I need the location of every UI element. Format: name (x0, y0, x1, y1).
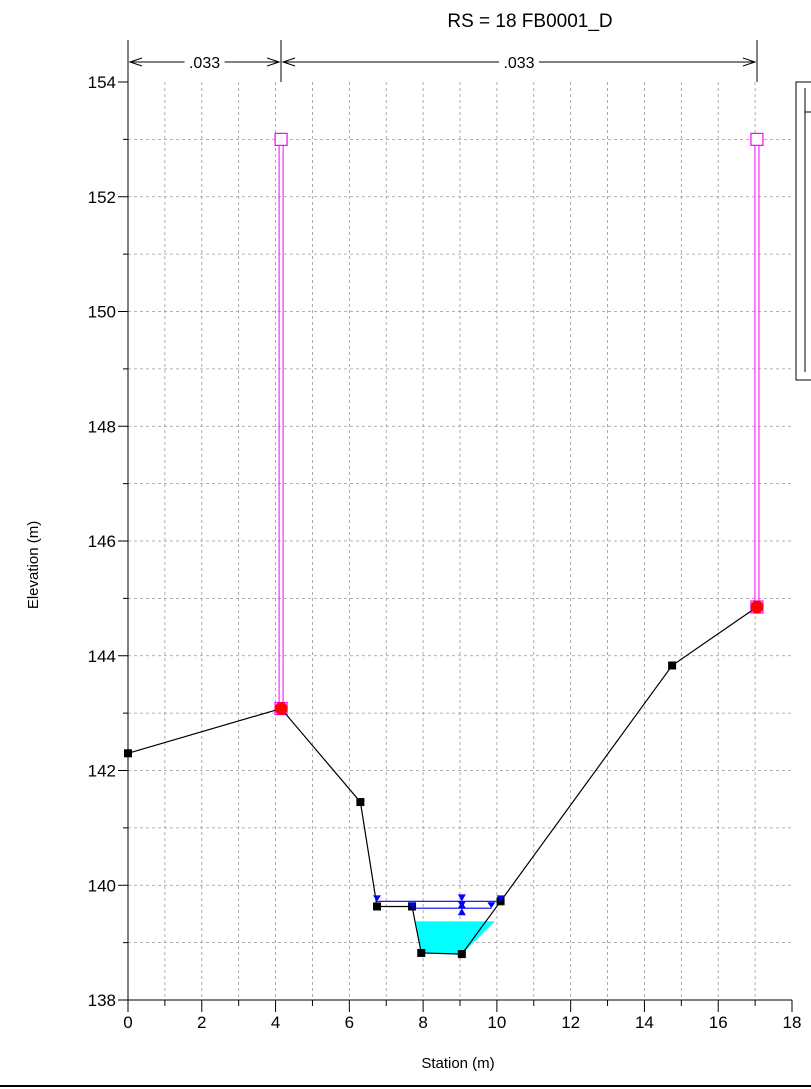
legend-box (795, 81, 811, 381)
x-tick-label: 10 (487, 1013, 506, 1032)
y-tick-label: 150 (88, 303, 116, 322)
y-axis-label: Elevation (m) (25, 521, 42, 609)
y-tick-label: 144 (88, 647, 116, 666)
water-surface-marker (408, 902, 417, 909)
x-tick-label: 18 (783, 1013, 802, 1032)
legend-frame (795, 81, 811, 381)
water-surface-marker (496, 895, 505, 902)
x-tick-label: 0 (123, 1013, 132, 1032)
x-tick-label: 12 (561, 1013, 580, 1032)
grid (128, 82, 792, 1000)
water-surface-marker (457, 908, 466, 916)
bank-station-marker (750, 600, 764, 614)
water-surface-marker (457, 894, 466, 902)
x-tick-label: 8 (418, 1013, 427, 1032)
water-surface-marker (457, 901, 466, 909)
y-tick-label: 138 (88, 991, 116, 1010)
water-surface-lines (373, 894, 505, 916)
chart-title: RS = 18 FB0001_D (447, 11, 612, 32)
manning-arrow-head (281, 57, 296, 67)
water-surface-marker (373, 895, 381, 902)
x-tick-label: 16 (709, 1013, 728, 1032)
ground-point (417, 948, 426, 957)
ground-point (668, 661, 677, 670)
ground-point (457, 950, 466, 959)
manning-n-label: .033 (189, 55, 220, 72)
manning-arrow-head (128, 57, 143, 67)
levee-top-marker (750, 132, 764, 146)
ground-line (127, 606, 758, 955)
levees (274, 132, 764, 716)
water-surface-marker (487, 902, 496, 909)
bank-stations (274, 600, 764, 716)
axes: 0 2 4 6 8 10 12 14 16 18 138 140 142 144 146 148 150 152 1… (88, 40, 802, 1032)
y-tick-label: 146 (88, 532, 116, 551)
ground-point (373, 902, 381, 911)
x-tick-label: 4 (271, 1013, 280, 1032)
x-tick-label: 14 (635, 1013, 654, 1032)
manning-arrow-head (266, 57, 281, 67)
x-axis-label: Station (m) (421, 1055, 494, 1072)
y-tick-label: 142 (88, 762, 116, 781)
levee-top-marker (274, 132, 288, 146)
bank-station-marker (274, 702, 288, 716)
water-area (415, 921, 496, 955)
water-fill (415, 921, 496, 955)
x-tick-label: 6 (345, 1013, 354, 1032)
manning-arrow-head (742, 57, 757, 67)
manning-n-annotations: .033 .033 (127, 40, 758, 82)
x-tick-label: 2 (197, 1013, 206, 1032)
ground-profile (124, 602, 761, 959)
y-tick-label: 140 (88, 876, 116, 895)
ground-point (356, 798, 365, 807)
y-tick-label: 154 (88, 73, 116, 92)
y-tick-label: 152 (88, 188, 116, 207)
y-tick-label: 148 (88, 417, 116, 436)
manning-n-label: .033 (503, 55, 534, 72)
